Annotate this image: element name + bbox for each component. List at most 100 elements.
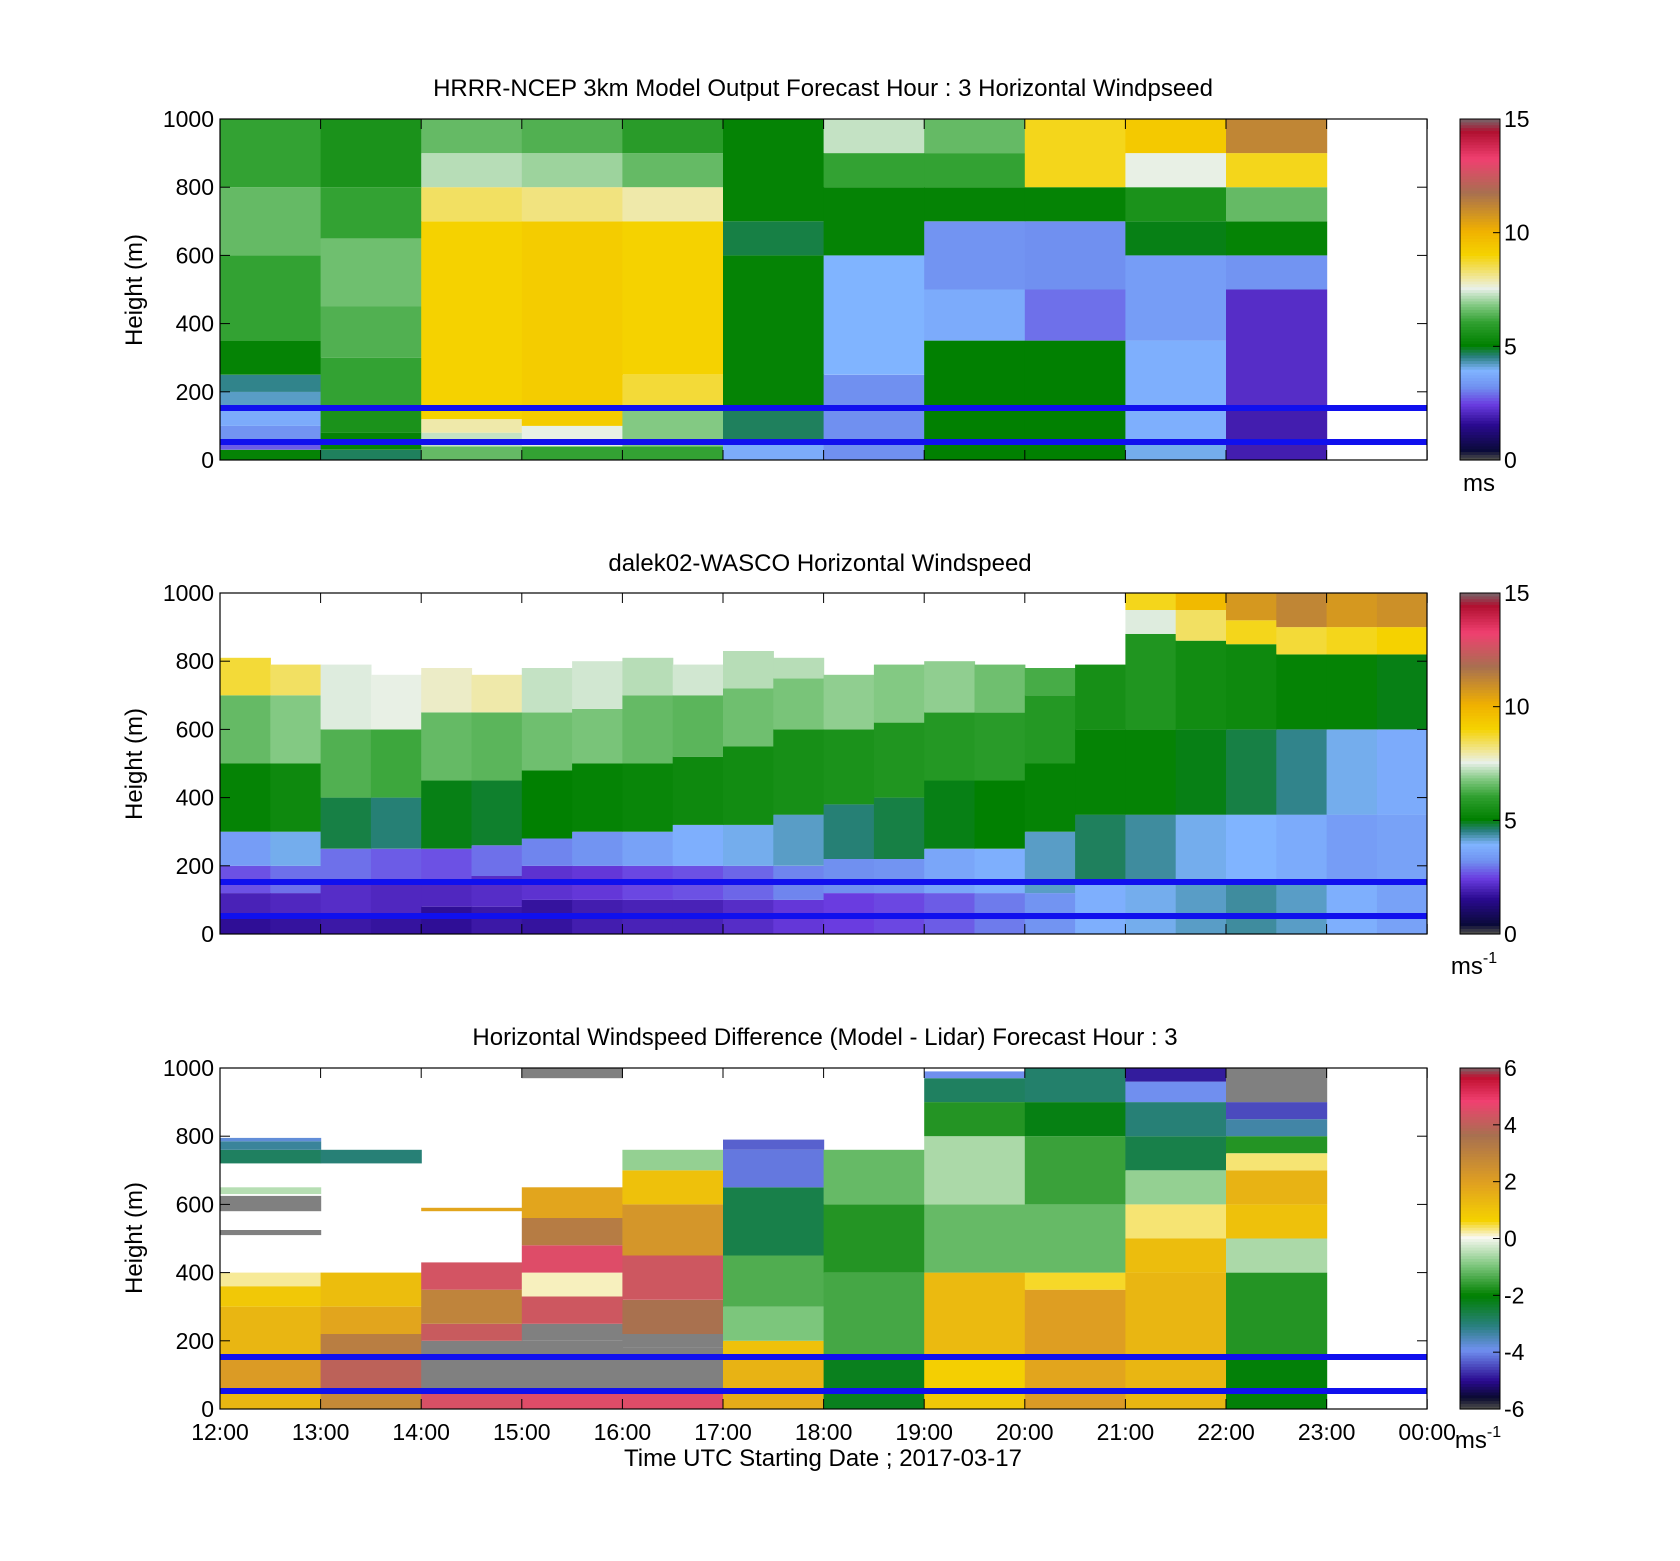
heatmap-cell bbox=[220, 425, 322, 442]
colorbar-swatch bbox=[1460, 888, 1500, 892]
colorbar-swatch bbox=[1460, 150, 1500, 154]
heatmap-cell bbox=[270, 893, 322, 917]
heatmap-cell bbox=[1528, 654, 1579, 688]
heatmap-cell bbox=[370, 674, 422, 730]
colorbar-swatch bbox=[1460, 431, 1500, 436]
colorbar-swatch bbox=[1460, 303, 1500, 308]
heatmap-cell bbox=[1276, 814, 1328, 883]
heatmap-cell bbox=[1226, 1357, 1328, 1409]
heatmap-cell bbox=[723, 746, 774, 825]
colorbar-swatch bbox=[1460, 292, 1500, 296]
colorbar-swatch bbox=[1460, 1320, 1500, 1325]
heatmap-cell bbox=[924, 119, 1026, 154]
colorbar-swatch bbox=[1460, 255, 1500, 259]
heatmap-cell bbox=[723, 255, 825, 409]
colorbar-swatch bbox=[1460, 1090, 1500, 1095]
colorbar-swatch bbox=[1460, 252, 1500, 256]
colorbar-swatch bbox=[1460, 1161, 1500, 1166]
colorbar-swatch bbox=[1460, 218, 1500, 222]
heatmap-cell bbox=[723, 1187, 825, 1256]
heatmap-cell bbox=[421, 187, 523, 222]
colorbar-swatch bbox=[1460, 885, 1500, 890]
colorbar-swatch bbox=[1460, 1326, 1500, 1331]
colorbar-tick-label: 10 bbox=[1504, 694, 1530, 720]
heatmap-cell bbox=[823, 255, 925, 375]
heatmap-cell bbox=[220, 893, 271, 917]
heatmap-cell bbox=[622, 1334, 724, 1348]
colorbar-swatch bbox=[1460, 343, 1500, 347]
colorbar-swatch bbox=[1460, 1070, 1500, 1075]
colorbar-swatch bbox=[1460, 664, 1500, 668]
colorbar-swatch bbox=[1460, 181, 1500, 185]
y-axis-label: Height (m) bbox=[121, 1182, 148, 1294]
colorbar-swatch bbox=[1460, 408, 1500, 413]
colorbar-swatch bbox=[1460, 1087, 1500, 1092]
colorbar-swatch bbox=[1460, 851, 1500, 856]
heatmap-cell bbox=[1125, 593, 1177, 610]
x-tick-label: 16:00 bbox=[594, 1419, 652, 1445]
colorbar-swatch bbox=[1460, 1173, 1500, 1177]
heatmap-cell bbox=[1075, 664, 1126, 730]
colorbar-tick-label: 0 bbox=[1504, 921, 1517, 947]
heatmap-cell bbox=[1628, 593, 1679, 627]
colorbar-swatch bbox=[1460, 1275, 1500, 1279]
colorbar-swatch bbox=[1460, 147, 1500, 151]
colorbar-swatch bbox=[1460, 669, 1500, 674]
heatmap-cell bbox=[1175, 814, 1227, 883]
colorbar-swatch bbox=[1460, 1082, 1500, 1086]
colorbar-swatch bbox=[1460, 845, 1500, 850]
colorbar-swatch bbox=[1460, 1363, 1500, 1367]
heatmap-cell bbox=[572, 708, 623, 764]
heatmap-cell bbox=[1125, 119, 1227, 154]
colorbar-swatch bbox=[1460, 1107, 1500, 1112]
colorbar-swatch bbox=[1460, 1252, 1500, 1257]
colorbar-swatch bbox=[1460, 286, 1500, 291]
heatmap-cell bbox=[1024, 1392, 1126, 1409]
colorbar-swatch bbox=[1460, 615, 1500, 620]
colorbar-swatch bbox=[1460, 618, 1500, 623]
heatmap-cell bbox=[1226, 1068, 1328, 1103]
heatmap-cell bbox=[220, 1195, 322, 1212]
heatmap-cell bbox=[622, 1299, 724, 1334]
colorbar-swatch bbox=[1460, 289, 1500, 293]
colorbar-swatch bbox=[1460, 695, 1500, 699]
heatmap-cell bbox=[1024, 668, 1076, 696]
colorbar-swatch bbox=[1460, 899, 1500, 904]
colorbar-swatch bbox=[1460, 1298, 1500, 1302]
colorbar-swatch bbox=[1460, 1315, 1500, 1319]
colorbar-swatch bbox=[1460, 803, 1500, 807]
colorbar-swatch bbox=[1460, 834, 1500, 838]
heatmap-cell bbox=[823, 119, 925, 154]
heatmap-cell bbox=[521, 712, 573, 771]
heatmap-cell bbox=[220, 1392, 322, 1409]
heatmap-cell bbox=[1125, 1170, 1227, 1205]
colorbar-swatch bbox=[1460, 204, 1500, 208]
colorbar-swatch bbox=[1460, 454, 1500, 458]
heatmap-cell bbox=[924, 221, 1026, 290]
colorbar-swatch bbox=[1460, 709, 1500, 713]
colorbar-swatch bbox=[1460, 337, 1500, 342]
colorbar-swatch bbox=[1460, 295, 1500, 299]
heatmap-cell bbox=[924, 1392, 1026, 1409]
y-axis-label: Height (m) bbox=[121, 234, 148, 346]
heatmap-cell bbox=[1024, 1102, 1126, 1137]
colorbar-swatch bbox=[1460, 854, 1500, 858]
heatmap-cell bbox=[471, 712, 523, 781]
colorbar-swatch bbox=[1460, 1241, 1500, 1245]
colorbar-swatch bbox=[1460, 1272, 1500, 1277]
colorbar-swatch bbox=[1460, 448, 1500, 453]
colorbar-swatch bbox=[1460, 124, 1500, 129]
heatmap-cell bbox=[1125, 221, 1227, 256]
colorbar-swatch bbox=[1460, 363, 1500, 367]
colorbar-swatch bbox=[1460, 298, 1500, 302]
heatmap-cell bbox=[1226, 882, 1277, 934]
colorbar-swatch bbox=[1460, 235, 1500, 239]
heatmap-cell bbox=[974, 664, 1026, 713]
colorbar-swatch bbox=[1460, 902, 1500, 907]
colorbar-swatch bbox=[1460, 434, 1500, 438]
colorbar-swatch bbox=[1460, 706, 1500, 711]
heatmap-cell bbox=[1276, 654, 1328, 730]
colorbar-swatch bbox=[1460, 1116, 1500, 1120]
heatmap-cell bbox=[220, 1187, 322, 1195]
heatmap-cell bbox=[873, 722, 925, 798]
